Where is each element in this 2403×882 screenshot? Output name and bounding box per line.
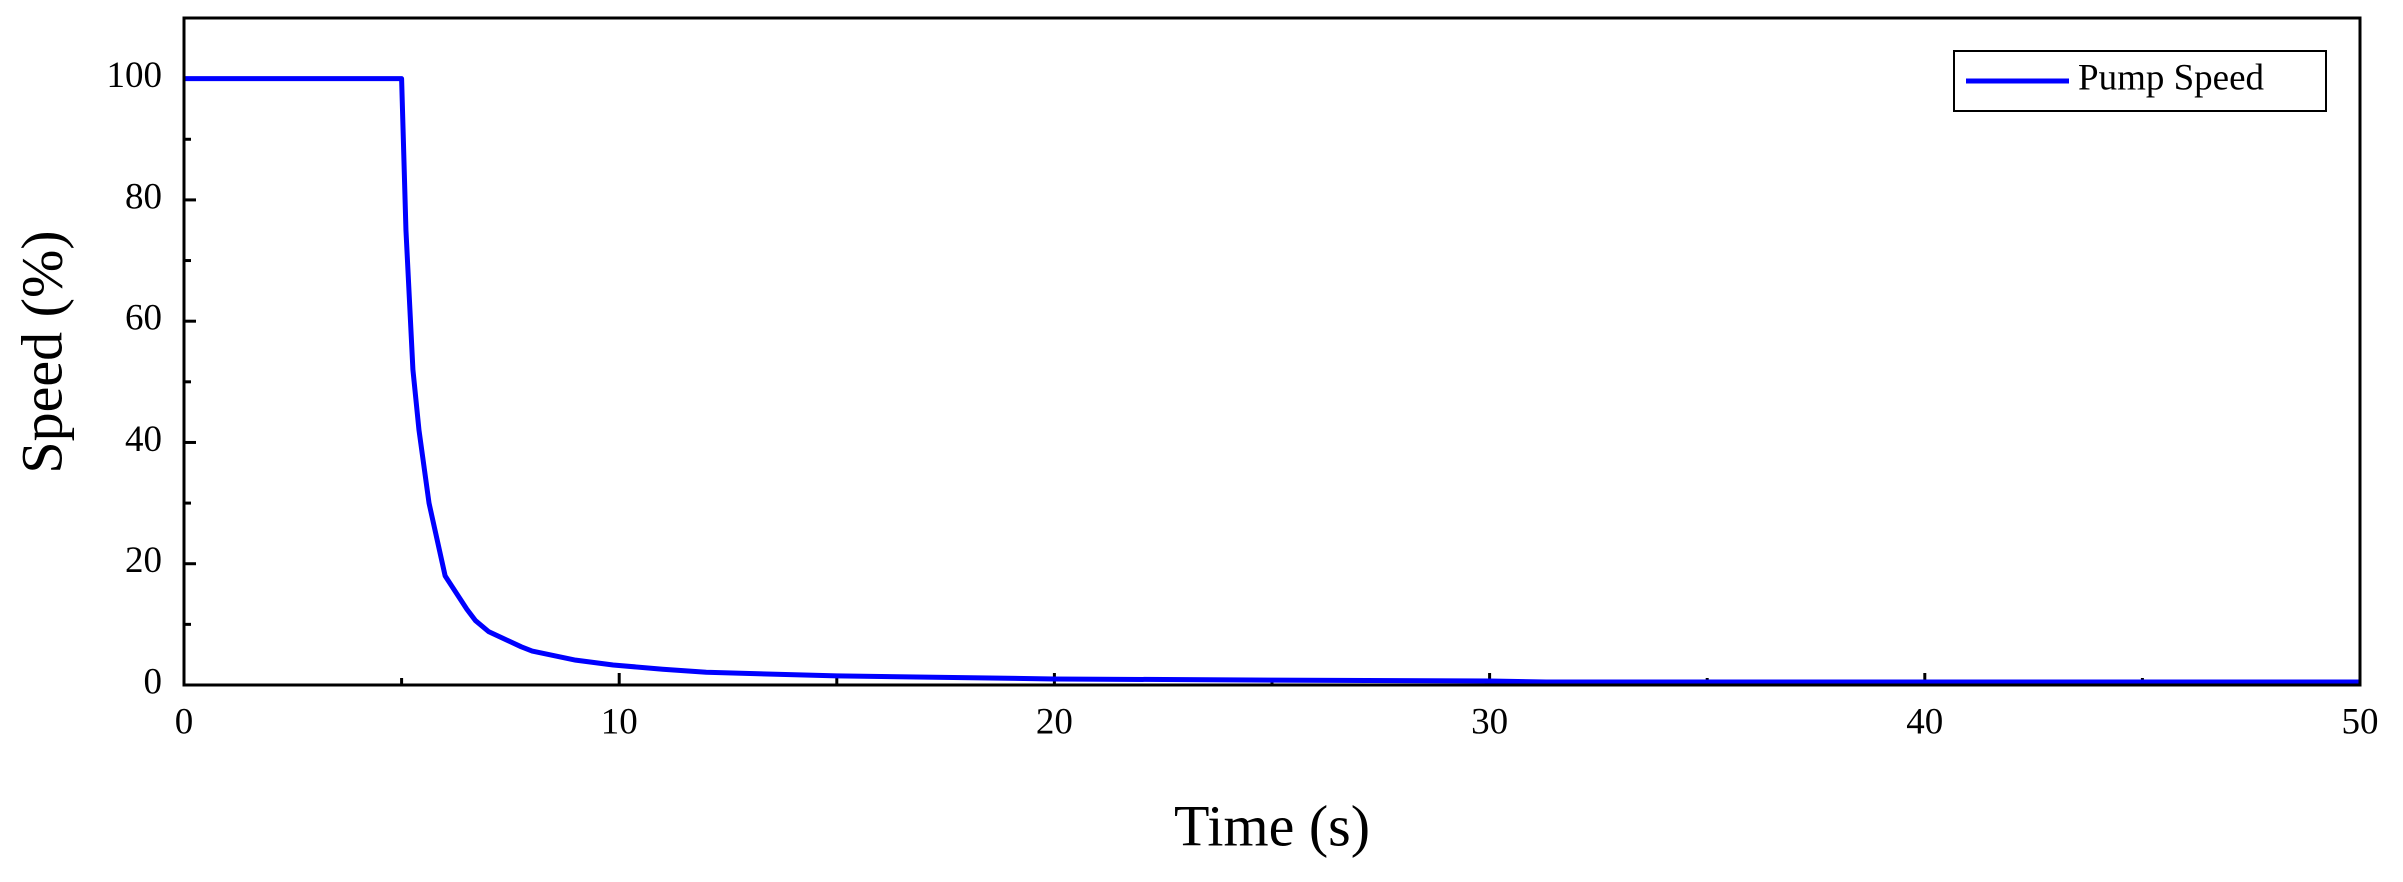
x-tick-label: 20 bbox=[1036, 701, 1073, 742]
y-tick-label: 20 bbox=[125, 540, 162, 581]
x-tick-label: 30 bbox=[1471, 701, 1508, 742]
line-series bbox=[184, 76, 2360, 685]
x-tick-label: 50 bbox=[2342, 701, 2379, 742]
x-tick-label: 40 bbox=[1906, 701, 1943, 742]
plot-frame bbox=[182, 16, 2362, 687]
y-axis-label: Speed (%) bbox=[9, 230, 74, 473]
x-tick-label: 0 bbox=[175, 701, 194, 742]
legend-label: Pump Speed bbox=[2078, 57, 2265, 98]
y-tick-label: 80 bbox=[125, 176, 162, 217]
x-tick-label: 10 bbox=[601, 701, 638, 742]
y-tick-label: 0 bbox=[144, 661, 163, 702]
x-axis-label: Time (s) bbox=[1174, 793, 1370, 858]
y-tick-label: 100 bbox=[107, 55, 163, 96]
y-tick-label: 60 bbox=[125, 298, 162, 339]
y-tick-label: 40 bbox=[125, 419, 162, 460]
